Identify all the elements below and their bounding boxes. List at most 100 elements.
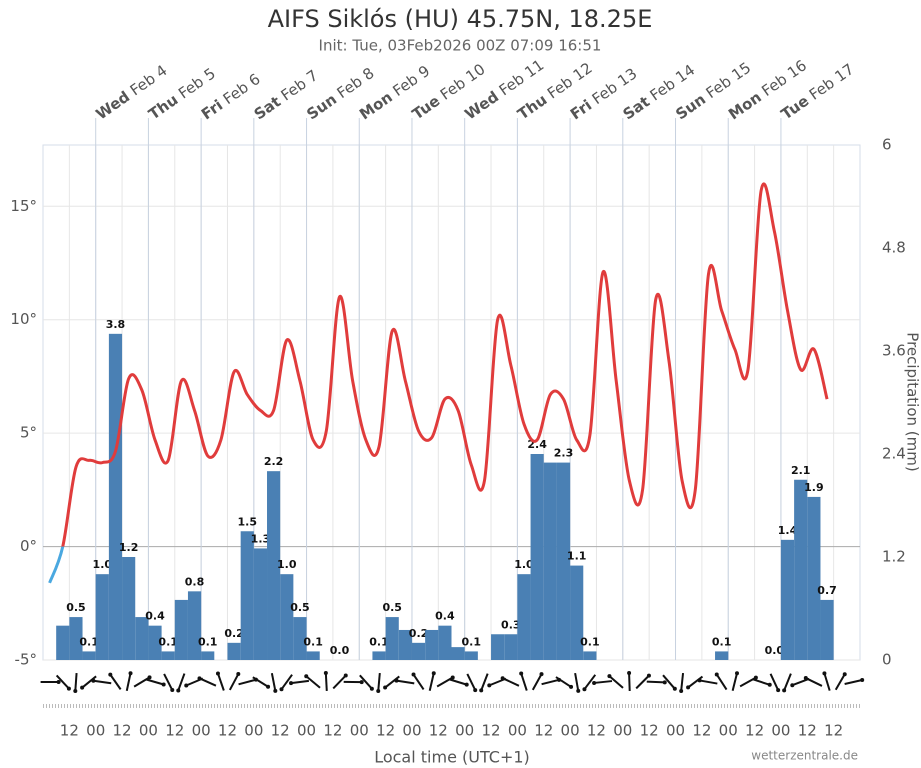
precip-bar [82, 651, 96, 660]
wind-arrow-head [464, 682, 469, 687]
wind-arrow-head [147, 675, 152, 680]
bar-value-label: 0.1 [462, 635, 482, 648]
wind-arrow [520, 673, 528, 691]
wind-arrow-head [273, 688, 278, 693]
wind-arrow-head [576, 688, 581, 693]
precip-bar [56, 625, 70, 660]
wind-arrow [270, 672, 277, 692]
day-date: Feb 6 [219, 70, 263, 108]
y-tick-label: 15° [10, 197, 37, 215]
wind-arrow [252, 676, 269, 688]
wind-arrow [628, 672, 631, 692]
precip-bar [530, 454, 544, 660]
x-tick-label: 12 [692, 722, 711, 740]
y-tick-label: 5° [20, 424, 37, 442]
wind-arrow-head [80, 685, 85, 690]
x-tick-label: 12 [218, 722, 237, 740]
precip-bar [438, 625, 452, 660]
precip-bar [411, 642, 426, 660]
bar-value-label: 0.1 [158, 635, 178, 648]
wind-arrow [680, 672, 685, 692]
wind-arrow-head [176, 688, 181, 693]
wind-arrow [769, 673, 780, 691]
bar-value-label: 1.0 [93, 558, 113, 571]
bar-value-label: 0.5 [382, 601, 402, 614]
wind-arrow [531, 673, 543, 691]
wind-arrow-head [197, 676, 202, 681]
wind-arrow [280, 674, 293, 690]
wind-arrow-head [697, 678, 702, 683]
wind-arrow [662, 674, 676, 690]
wind-arrow [834, 673, 846, 691]
precip-bar [69, 617, 83, 660]
wind-arrow [146, 678, 164, 686]
bar-value-label: 1.4 [778, 524, 798, 537]
bar-value-label: 0.4 [435, 610, 455, 623]
y2-tick-label: 2.4 [882, 445, 906, 463]
x-tick-label: 12 [165, 722, 184, 740]
wind-arrow [687, 675, 704, 689]
day-weekday: Tue [777, 91, 811, 123]
wind-arrow [125, 672, 132, 692]
wind-arrow-head [184, 683, 189, 688]
wind-arrow-head [500, 676, 505, 681]
wind-arrow-head [376, 688, 381, 693]
precip-bar [201, 651, 215, 660]
wind-arrow [844, 679, 863, 685]
wind-arrow [238, 678, 257, 686]
wind-arrow [583, 674, 597, 690]
day-weekday: Mon [725, 88, 765, 123]
wind-arrow-head [266, 684, 271, 689]
precip-bar [293, 617, 307, 660]
wind-arrow-head [582, 687, 587, 692]
x-tick-label: 00 [613, 722, 632, 740]
precip-bar [161, 651, 175, 660]
x-tick-label: 12 [271, 722, 290, 740]
wind-arrow-head [359, 680, 364, 685]
x-tick-label: 12 [481, 722, 500, 740]
y-tick-label: 10° [10, 310, 37, 328]
x-tick-label: 12 [640, 722, 659, 740]
bar-value-label: 0.1 [303, 635, 323, 648]
wind-arrow [81, 675, 97, 689]
day-weekday: Sun [672, 90, 709, 123]
bar-value-label: 0.0 [765, 644, 785, 657]
wind-arrow-head [56, 680, 61, 684]
wind-arrow-head [679, 688, 684, 693]
wind-arrow [699, 679, 718, 685]
precip-bar [517, 574, 531, 660]
bar-value-label: 0.1 [712, 635, 732, 648]
precip-bar [556, 462, 571, 660]
x-tick-label: 00 [402, 722, 421, 740]
day-date: Feb 4 [126, 61, 170, 99]
precip-bar [820, 599, 834, 660]
precip-bar [543, 462, 557, 660]
wind-arrow-head [369, 686, 374, 691]
wind-arrow-head [519, 671, 524, 676]
wind-arrow [109, 674, 122, 690]
wind-arrow-head [304, 674, 309, 679]
bar-value-label: 1.0 [514, 558, 534, 571]
wind-arrow-head [431, 671, 436, 676]
day-weekday: Fri [198, 96, 226, 123]
x-tick-label: 12 [60, 722, 79, 740]
wind-arrow-head [767, 682, 772, 687]
precip-bar [504, 634, 518, 660]
y2-tick-label: 6 [882, 136, 892, 154]
y2-tick-label: 4.8 [882, 239, 906, 257]
wind-arrow-head [607, 674, 612, 679]
precip-bar [135, 617, 149, 660]
bar-value-label: 0.1 [369, 635, 389, 648]
plot-frame [42, 144, 861, 661]
x-tick-label: 00 [244, 722, 263, 740]
wind-arrow [217, 673, 225, 691]
wind-arrow [396, 679, 415, 685]
y-tick-label: 0° [20, 537, 37, 555]
day-weekday: Mon [356, 88, 396, 123]
x-tick-label: 00 [666, 722, 685, 740]
wind-arrow [574, 672, 580, 692]
wind-arrow [428, 673, 435, 691]
day-weekday: Fri [567, 96, 595, 123]
wind-arrow [74, 672, 78, 692]
